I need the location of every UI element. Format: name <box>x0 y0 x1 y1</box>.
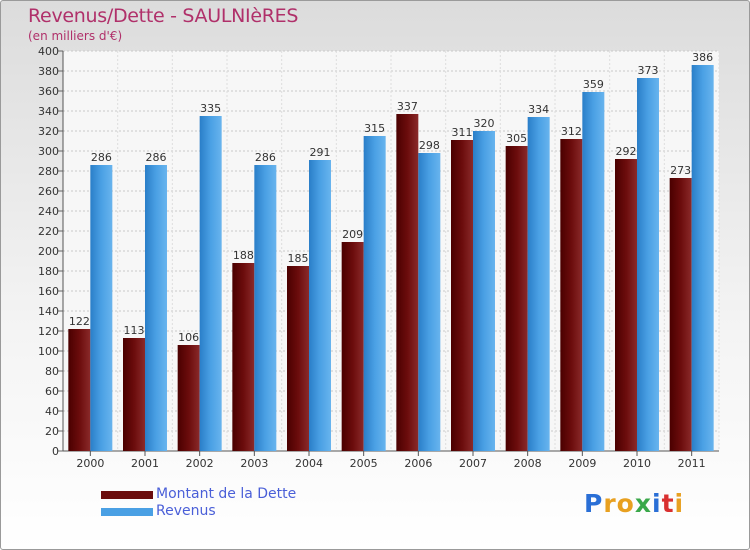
bar-debt <box>177 345 200 451</box>
y-tick-label: 80 <box>45 365 59 378</box>
y-tick-label: 360 <box>38 85 59 98</box>
y-tick-label: 180 <box>38 265 59 278</box>
y-tick-label: 280 <box>38 165 59 178</box>
bar-debt <box>669 178 692 451</box>
data-label-debt: 122 <box>69 315 90 328</box>
bar-revenue <box>90 165 113 451</box>
y-tick-label: 300 <box>38 145 59 158</box>
y-tick-label: 40 <box>45 405 59 418</box>
brand-letter: x <box>634 489 652 518</box>
y-tick-label: 120 <box>38 325 59 338</box>
bar-debt <box>287 266 309 451</box>
y-tick-label: 140 <box>38 305 59 318</box>
bar-revenue <box>527 117 550 451</box>
x-tick-label: 2011 <box>678 457 706 470</box>
y-tick-label: 320 <box>38 125 59 138</box>
x-tick-label: 2005 <box>350 457 378 470</box>
data-label-debt: 185 <box>288 252 309 265</box>
brand-letter: i <box>652 489 662 518</box>
data-label-debt: 106 <box>178 331 199 344</box>
brand-letter: i <box>674 489 685 518</box>
y-tick-label: 380 <box>38 65 59 78</box>
x-tick-label: 2004 <box>295 457 323 470</box>
legend-swatch-debt <box>101 491 153 499</box>
x-tick-label: 2002 <box>186 457 214 470</box>
data-label-revenue: 386 <box>692 51 713 64</box>
bar-debt <box>451 140 473 451</box>
data-label-debt: 209 <box>342 228 363 241</box>
bar-revenue <box>473 131 495 451</box>
data-label-revenue: 334 <box>528 103 549 116</box>
x-tick-label: 2006 <box>404 457 432 470</box>
y-tick-label: 200 <box>38 245 59 258</box>
x-tick-label: 2007 <box>459 457 487 470</box>
y-tick-label: 160 <box>38 285 59 298</box>
x-tick-label: 2003 <box>240 457 268 470</box>
bar-revenue <box>637 78 659 451</box>
y-tick-label: 100 <box>38 345 59 358</box>
data-label-debt: 337 <box>397 100 418 113</box>
brand-letter: t <box>661 489 675 518</box>
bar-revenue <box>145 165 167 451</box>
x-tick-label: 2010 <box>623 457 651 470</box>
bar-revenue <box>199 116 222 451</box>
brand-letter: o <box>616 489 635 518</box>
chart-title: Revenus/Dette - SAULNIèRES <box>28 5 299 27</box>
bar-revenue <box>691 65 714 451</box>
y-tick-label: 0 <box>52 445 59 458</box>
x-tick-label: 2000 <box>76 457 104 470</box>
bar-debt <box>505 146 528 451</box>
bar-debt <box>560 139 583 451</box>
data-label-revenue: 286 <box>255 151 276 164</box>
data-label-revenue: 315 <box>364 122 385 135</box>
data-label-debt: 312 <box>561 125 582 138</box>
y-tick-label: 400 <box>38 45 59 58</box>
legend-swatch-revenue <box>101 508 153 516</box>
brand-logo: Proxiti <box>584 489 684 518</box>
data-label-debt: 311 <box>452 126 473 139</box>
legend-label-debt: Montant de la Dette <box>156 486 297 502</box>
bar-debt <box>615 159 637 451</box>
bar-revenue <box>309 160 331 451</box>
data-label-debt: 188 <box>233 249 254 262</box>
bar-debt <box>396 114 419 451</box>
bar-debt <box>232 263 255 451</box>
x-tick-label: 2008 <box>514 457 542 470</box>
legend-label-revenue: Revenus <box>156 503 216 519</box>
data-label-debt: 305 <box>506 132 527 145</box>
chart-subtitle: (en milliers d'€) <box>28 29 123 43</box>
x-tick-label: 2009 <box>568 457 596 470</box>
bar-revenue <box>363 136 386 451</box>
data-label-debt: 292 <box>616 145 637 158</box>
data-label-debt: 273 <box>670 164 691 177</box>
y-tick-label: 220 <box>38 225 59 238</box>
bar-revenue <box>418 153 441 451</box>
bar-revenue <box>254 165 277 451</box>
data-label-revenue: 359 <box>583 78 604 91</box>
y-tick-label: 340 <box>38 105 59 118</box>
data-label-revenue: 291 <box>310 146 331 159</box>
data-label-revenue: 320 <box>474 117 495 130</box>
data-label-revenue: 335 <box>200 102 221 115</box>
y-tick-label: 260 <box>38 185 59 198</box>
data-label-revenue: 286 <box>91 151 112 164</box>
bar-revenue <box>582 92 605 451</box>
brand-letter: P <box>584 489 604 518</box>
y-tick-label: 240 <box>38 205 59 218</box>
y-tick-label: 20 <box>45 425 59 438</box>
data-label-revenue: 298 <box>419 139 440 152</box>
brand-letter: r <box>603 489 617 518</box>
bar-debt <box>68 329 91 451</box>
data-label-revenue: 373 <box>638 64 659 77</box>
data-label-revenue: 286 <box>146 151 167 164</box>
bar-debt <box>123 338 145 451</box>
y-tick-label: 60 <box>45 385 59 398</box>
x-tick-label: 2001 <box>131 457 159 470</box>
bar-debt <box>341 242 364 451</box>
data-label-debt: 113 <box>124 324 145 337</box>
